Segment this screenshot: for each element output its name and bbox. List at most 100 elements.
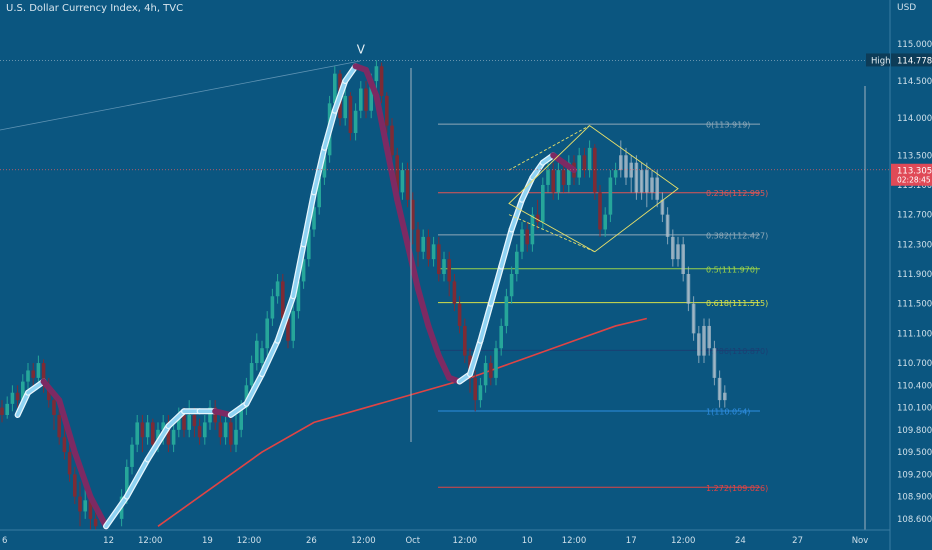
- y-tick-label: 113.100: [897, 181, 932, 191]
- candle: [541, 184, 545, 223]
- wave-segment-rising: [312, 146, 327, 195]
- candle: [41, 363, 46, 386]
- candle: [447, 259, 451, 282]
- projection-candle: [660, 199, 665, 215]
- candle: [208, 407, 212, 423]
- wave-segment-rising: [530, 160, 545, 180]
- candle: [234, 429, 238, 445]
- candle: [229, 422, 233, 445]
- fib-level-label: 0.786(110.870): [706, 347, 768, 356]
- candle: [463, 325, 467, 356]
- wave-segment-rising: [275, 294, 295, 343]
- y-tick-label: 115.000: [897, 40, 932, 50]
- candle: [515, 251, 519, 274]
- candle: [130, 444, 134, 467]
- candle: [21, 381, 25, 401]
- candle: [145, 422, 150, 438]
- projection-candle: [691, 303, 696, 334]
- candle: [73, 474, 77, 497]
- candle: [348, 95, 353, 134]
- candle: [187, 414, 191, 430]
- trend-line: [0, 60, 361, 131]
- fib-level-label: 0.236(112.995): [706, 189, 768, 198]
- candle: [452, 281, 457, 304]
- candle: [249, 363, 254, 386]
- wave-segment-falling: [404, 241, 421, 292]
- wave-segment-rising: [244, 372, 264, 406]
- candle: [88, 500, 93, 519]
- candle: [31, 370, 35, 378]
- x-tick-label: 12:00: [453, 536, 478, 546]
- candle: [567, 162, 571, 185]
- candle: [577, 155, 581, 178]
- wave-segment-falling: [394, 196, 411, 248]
- x-tick-label: 12:00: [351, 536, 376, 546]
- candle: [478, 385, 483, 401]
- candle: [36, 363, 41, 378]
- x-tick-label: 6: [2, 536, 7, 546]
- diamond-pattern: [508, 125, 679, 253]
- candle: [369, 81, 373, 111]
- candle: [483, 363, 488, 386]
- candle: [62, 437, 67, 453]
- high-label-box: [866, 53, 890, 67]
- candle: [93, 518, 98, 527]
- current-price-box: [891, 163, 932, 186]
- candle: [473, 377, 477, 401]
- wave-segment-falling: [425, 322, 442, 359]
- candle: [400, 170, 405, 193]
- wave-segment-rising: [229, 402, 249, 417]
- candle: [197, 426, 202, 438]
- x-tick-label: 12:00: [237, 536, 262, 546]
- candle: [561, 170, 566, 185]
- candle: [431, 244, 436, 260]
- wave-segment-rising: [166, 409, 186, 428]
- candle: [52, 400, 56, 415]
- candle: [416, 229, 420, 252]
- high-price-box: [891, 53, 932, 67]
- wave-segment-rising: [343, 64, 358, 83]
- projection-candle: [676, 244, 680, 260]
- x-tick-label: 17: [626, 536, 637, 546]
- candle: [171, 429, 176, 445]
- wave-segment-rising: [489, 264, 503, 306]
- candle: [296, 281, 301, 312]
- candle: [177, 414, 181, 430]
- candle: [379, 66, 384, 96]
- candle: [556, 170, 561, 193]
- current-price-label: 113.305: [897, 167, 932, 177]
- diamond-dashed-edge: [508, 214, 595, 253]
- wave-segment-rising: [145, 424, 171, 462]
- candle: [83, 500, 87, 512]
- candle: [457, 303, 462, 326]
- candle: [546, 170, 550, 185]
- wave-segment-rising: [301, 190, 316, 247]
- candle: [265, 318, 269, 349]
- candle: [322, 155, 327, 178]
- wave-segment-falling: [71, 449, 94, 500]
- fib-level-label: 0.618(111.515): [706, 299, 768, 308]
- candle: [166, 422, 171, 445]
- wave-segment-falling: [363, 66, 380, 99]
- y-tick-label: 114.500: [897, 77, 932, 87]
- high-price-label: 114.778: [897, 56, 932, 66]
- y-tick-label: 112.700: [897, 211, 932, 221]
- candle: [291, 311, 295, 341]
- projection-candle: [697, 333, 701, 356]
- candle: [613, 170, 618, 178]
- wave-segment-falling: [415, 285, 432, 329]
- candle: [343, 95, 347, 119]
- projection-candle: [634, 162, 639, 193]
- wave-segment-falling: [87, 493, 109, 530]
- candle: [286, 318, 290, 341]
- high-label: High: [871, 56, 891, 66]
- chart-title: U.S. Dollar Currency Index, 4h, TVC: [6, 3, 184, 14]
- candle: [47, 385, 51, 401]
- y-tick-label: 113.500: [897, 151, 932, 161]
- x-tick-label: 26: [306, 536, 317, 546]
- candle: [359, 88, 363, 111]
- wave-segment-rising: [104, 494, 129, 529]
